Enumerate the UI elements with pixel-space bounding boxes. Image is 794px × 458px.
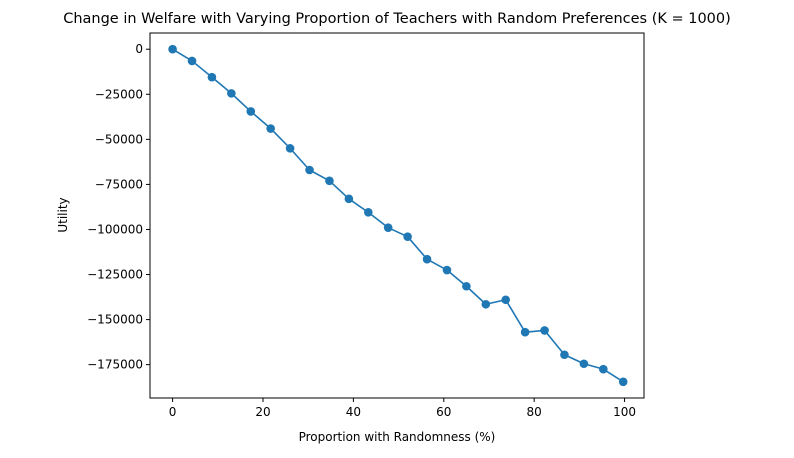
data-point <box>266 124 275 133</box>
data-point <box>501 295 510 305</box>
x-tick-label: 40 <box>346 405 361 419</box>
data-point <box>618 377 628 387</box>
data-point <box>560 350 569 360</box>
x-axis-ticks: 0 20 40 60 80 100 <box>169 398 636 419</box>
data-point <box>383 223 393 232</box>
data-point <box>520 327 530 337</box>
data-point <box>599 364 608 374</box>
x-tick-label: 100 <box>613 405 636 419</box>
y-tick-label: 0 <box>135 42 143 56</box>
x-tick-label: 60 <box>436 405 451 419</box>
data-point <box>422 254 432 264</box>
y-tick-label: −125000 <box>87 268 143 282</box>
data-point <box>187 56 197 66</box>
data-point <box>227 89 236 98</box>
y-tick-label: −175000 <box>87 358 143 372</box>
data-point <box>168 44 177 54</box>
x-tick-label: 20 <box>255 405 270 419</box>
x-tick-label: 0 <box>169 405 177 419</box>
data-point <box>364 208 373 217</box>
x-axis-label: Proportion with Randomness (%) <box>299 430 496 444</box>
data-point <box>285 144 295 153</box>
data-point <box>325 176 334 186</box>
y-axis-label: Utility <box>56 197 70 232</box>
plot-frame <box>149 32 645 399</box>
data-point <box>207 72 217 82</box>
y-tick-label: −75000 <box>95 177 143 191</box>
data-point <box>579 359 589 369</box>
data-point <box>403 232 412 241</box>
chart-title: Change in Welfare with Varying Proportio… <box>63 11 731 27</box>
data-point <box>305 165 314 175</box>
data-point <box>481 299 491 309</box>
series-line <box>172 48 624 383</box>
data-point <box>540 326 549 335</box>
series-layer <box>168 44 628 387</box>
data-point <box>344 194 354 204</box>
y-tick-label: −50000 <box>95 132 143 146</box>
data-point <box>246 107 256 116</box>
y-tick-label: −25000 <box>95 87 143 101</box>
y-tick-label: −100000 <box>87 222 143 236</box>
y-tick-label: −150000 <box>87 313 143 327</box>
y-axis-ticks: 0 −25000 −50000 −75000 −100000 −125000 −150000… <box>87 42 150 372</box>
data-point <box>462 281 471 291</box>
data-point <box>442 265 452 275</box>
x-tick-label: 80 <box>527 405 542 419</box>
